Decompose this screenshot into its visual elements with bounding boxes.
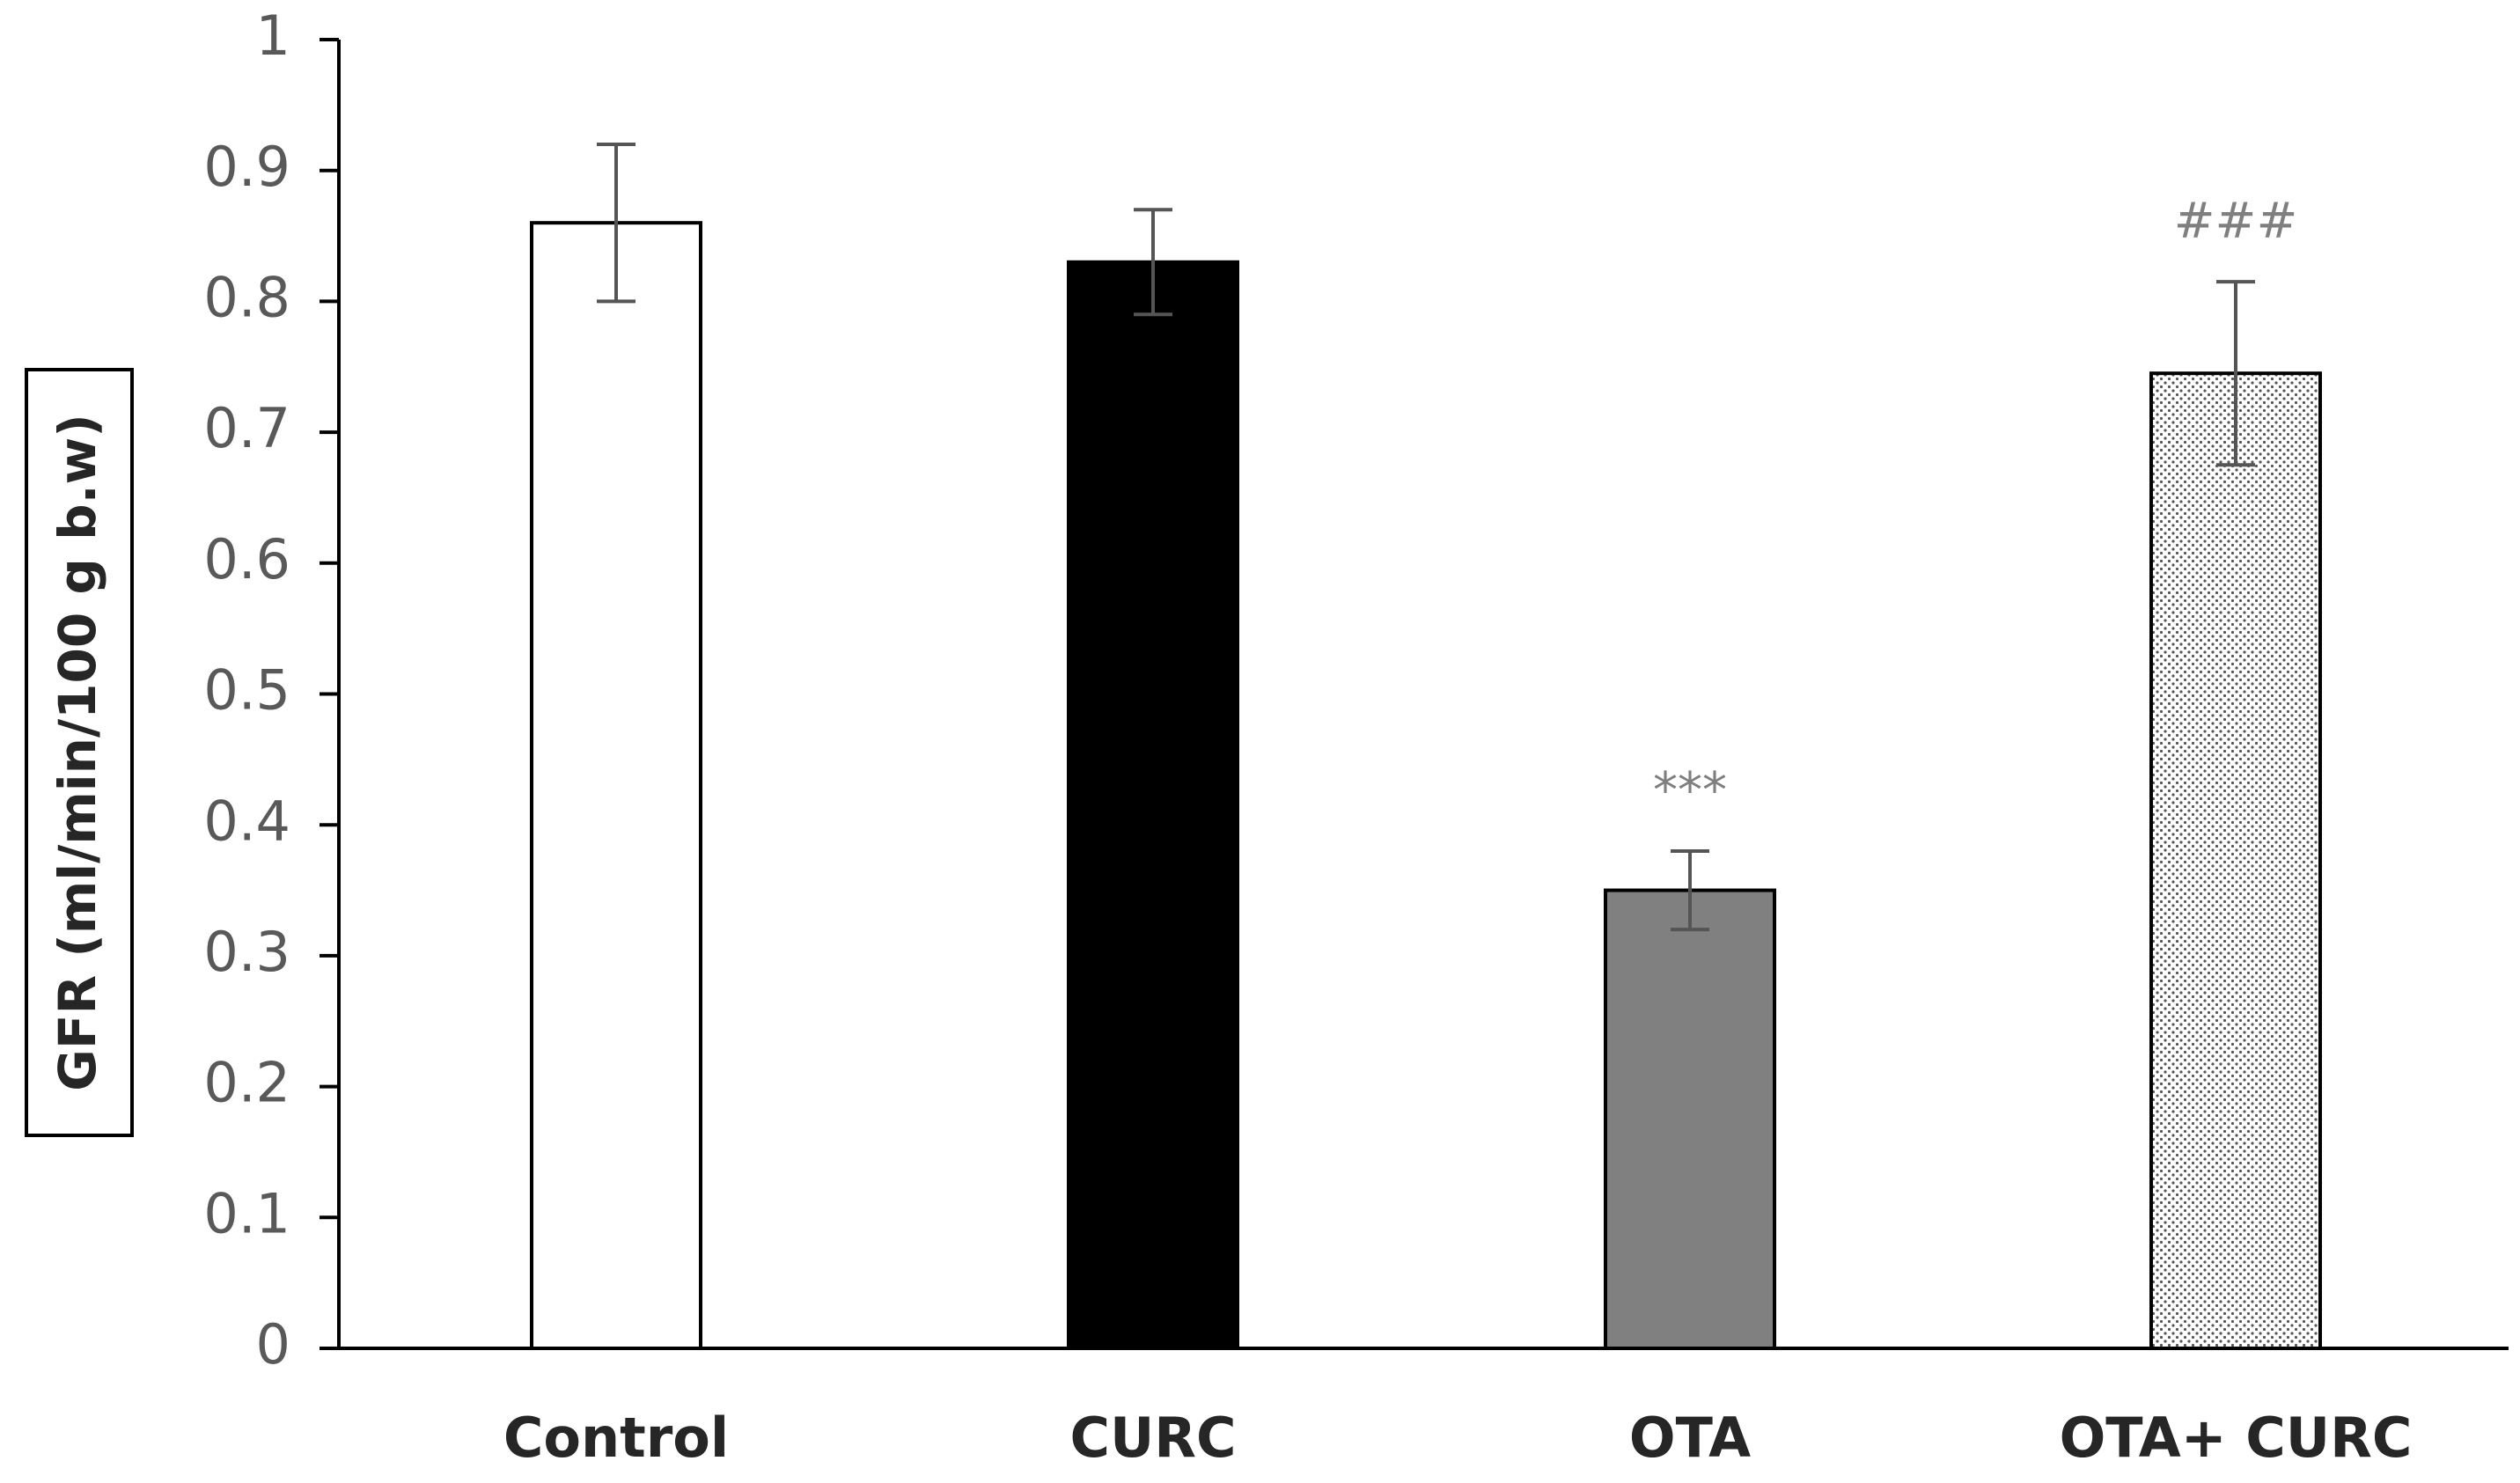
y-axis-label-group: GFR (ml/min/100 g b.w): [25, 368, 134, 1137]
y-tick-label: 0.5: [203, 658, 290, 723]
x-axis-category-labels: Control CURC OTA OTA+ CURC: [503, 1406, 2413, 1470]
y-tick-label: 0.6: [203, 527, 290, 591]
y-tick-label: 0.9: [203, 135, 290, 199]
bar-ota-curc: [2149, 371, 2322, 1350]
x-category-label: CURC: [1069, 1406, 1236, 1470]
y-tick-label: 0.4: [203, 789, 290, 853]
bar-control: [530, 221, 702, 1350]
y-axis-ticks: 0 0.1 0.2 0.3 0.4 0.5 0.6 0.7 0.8 0.9 1: [203, 4, 339, 1377]
y-axis-label-box: [25, 368, 134, 1137]
y-tick-label: 0.1: [203, 1181, 290, 1245]
significance-annotation: ###: [2174, 193, 2298, 250]
x-category-label: OTA+ CURC: [2060, 1406, 2413, 1470]
x-category-label: Control: [503, 1406, 729, 1470]
bar-curc: [1067, 260, 1239, 1350]
bars: [530, 221, 2322, 1350]
y-tick-label: 0.8: [203, 265, 290, 329]
y-tick-label: 0: [256, 1312, 290, 1377]
y-tick-label: 0.3: [203, 920, 290, 984]
y-tick-label: 0.7: [203, 396, 290, 460]
y-tick-label: 1: [256, 4, 290, 68]
significance-annotation: ***: [1653, 762, 1727, 819]
error-bars: [597, 142, 2255, 932]
significance-annotations: *** ###: [1653, 193, 2297, 819]
y-axis-label: GFR (ml/min/100 g b.w): [48, 414, 107, 1091]
bar-ota: [1604, 888, 1776, 1350]
x-category-label: OTA: [1629, 1406, 1751, 1470]
y-tick-label: 0.2: [203, 1051, 290, 1115]
